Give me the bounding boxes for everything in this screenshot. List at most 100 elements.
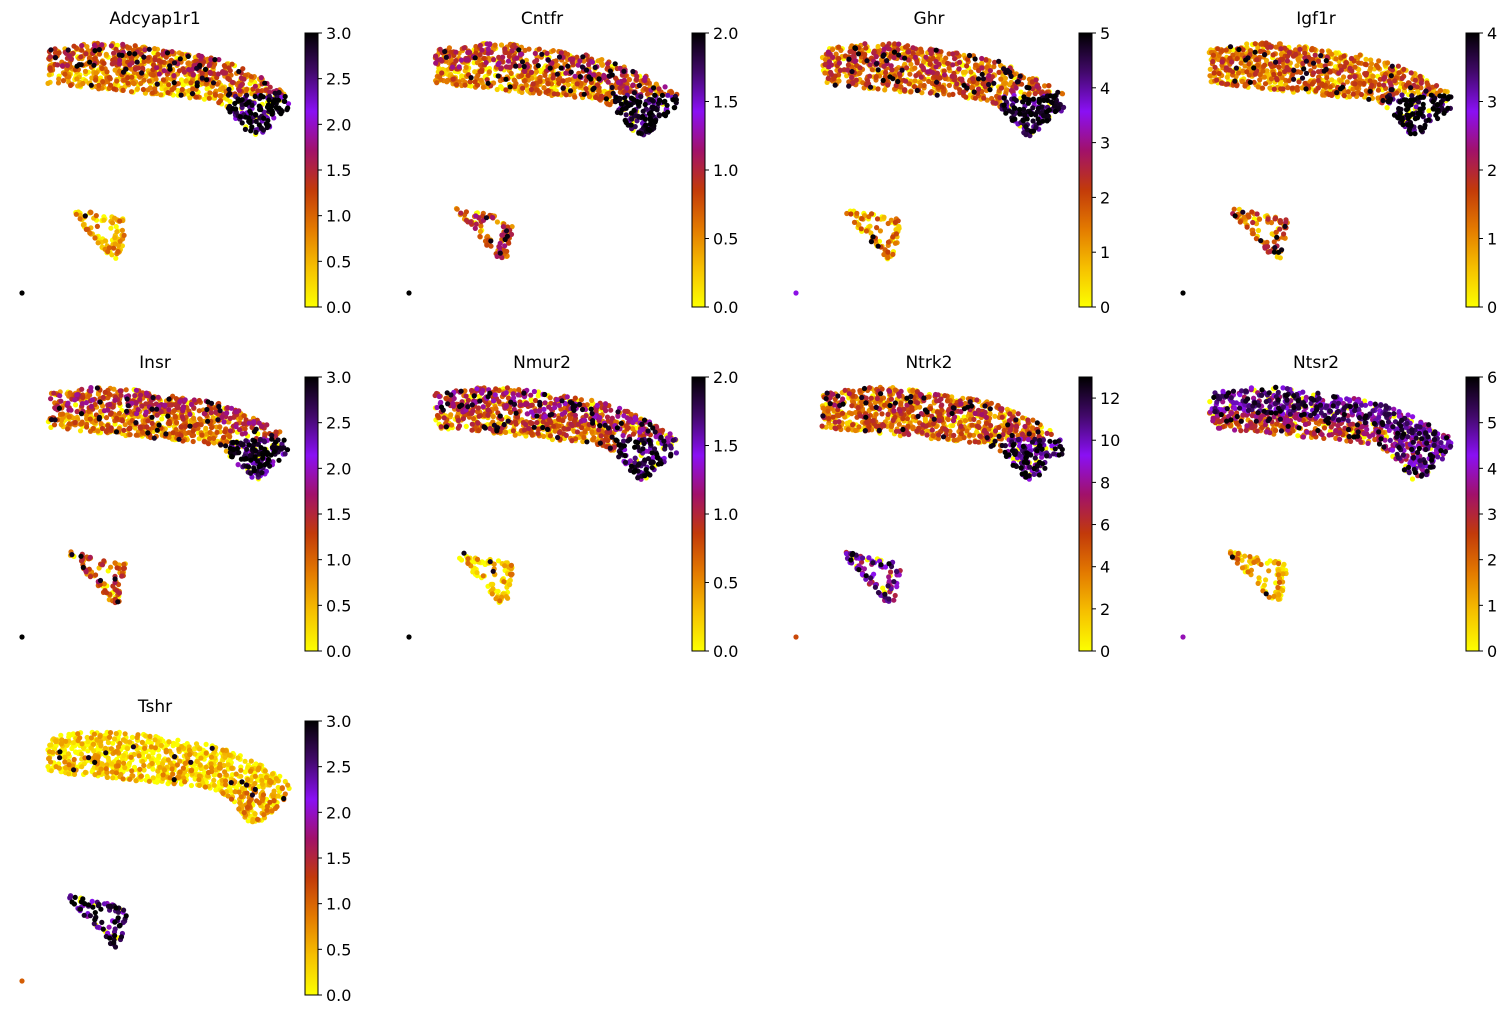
cell-point (1408, 70, 1414, 76)
cell-point (109, 252, 115, 258)
cell-point (1246, 214, 1252, 220)
expression-points (1180, 40, 1454, 296)
cell-point (652, 92, 658, 98)
cell-point (52, 50, 59, 56)
cell-point (537, 78, 543, 84)
cell-point (867, 73, 873, 79)
cell-point (66, 421, 72, 427)
cell-point (873, 61, 880, 67)
cell-point (197, 416, 203, 422)
cell-point (152, 46, 158, 52)
cell-point (78, 62, 84, 68)
cell-point (209, 425, 215, 431)
cell-point (1268, 76, 1275, 82)
cell-point (1259, 85, 1266, 91)
cell-point (1180, 290, 1186, 296)
cell-point (869, 67, 875, 73)
cell-point (891, 55, 897, 61)
cell-point (1430, 106, 1436, 112)
cell-point (1426, 113, 1432, 119)
cell-point (488, 238, 494, 244)
cell-point (252, 93, 258, 100)
cell-point (77, 428, 84, 434)
cell-point (164, 50, 171, 56)
cell-point (1002, 75, 1008, 81)
colorbar: 0.00.51.01.52.02.53.0 (304, 24, 351, 317)
cell-point (596, 76, 602, 82)
colorbar-tick-label: 2.0 (326, 115, 351, 134)
cell-point (507, 84, 513, 90)
cell-point (572, 94, 578, 100)
cell-point (526, 46, 532, 52)
cell-point (960, 89, 967, 95)
cell-point (987, 68, 993, 74)
cell-point (626, 77, 632, 83)
colorbar-tick-label: 0.5 (713, 230, 738, 249)
cell-point (1021, 94, 1027, 100)
cell-point (1357, 52, 1363, 58)
cell-point (123, 387, 129, 393)
cell-point (1252, 41, 1258, 47)
cell-point (96, 82, 102, 88)
cell-point (981, 95, 987, 101)
cell-point (201, 439, 207, 445)
cell-point (1270, 52, 1276, 58)
cell-point (453, 58, 459, 64)
cell-point (51, 422, 58, 428)
cell-point (145, 55, 151, 61)
cell-point (912, 78, 918, 84)
cell-point (227, 434, 233, 440)
cell-point (98, 421, 104, 427)
cell-point (1224, 74, 1230, 80)
panel-title: Igf1r (1296, 9, 1336, 29)
colorbar-tick-label: 3 (1487, 93, 1497, 112)
cell-point (1361, 80, 1367, 87)
cell-point (267, 84, 273, 90)
cell-point (869, 211, 875, 217)
cell-point (1318, 53, 1324, 59)
colorbar-tick-label: 1.0 (326, 207, 351, 226)
cell-point (1408, 85, 1414, 91)
cell-point (998, 76, 1004, 82)
cell-point (190, 428, 196, 434)
cell-point (111, 245, 117, 251)
cell-point (121, 427, 127, 433)
cell-point (899, 67, 905, 73)
cell-point (1229, 59, 1235, 65)
cell-point (945, 60, 951, 66)
cell-point (1400, 122, 1406, 128)
cell-point (858, 226, 864, 232)
cell-point (875, 86, 881, 92)
cell-point (1252, 49, 1258, 55)
cell-point (88, 82, 94, 88)
cell-point (547, 65, 553, 71)
cell-point (572, 73, 578, 79)
cell-point (48, 47, 54, 53)
cell-point (656, 86, 662, 92)
cell-point (103, 51, 109, 57)
cell-point (855, 51, 862, 57)
cell-point (141, 58, 147, 64)
cell-point (161, 68, 167, 74)
cell-point (1345, 89, 1351, 95)
cell-point (521, 78, 527, 84)
cell-point (856, 70, 862, 76)
cell-point (216, 100, 222, 106)
cell-point (979, 71, 985, 77)
cell-point (1433, 112, 1439, 118)
cell-point (1441, 110, 1447, 116)
cell-point (285, 101, 292, 107)
cell-point (630, 82, 636, 88)
cell-point (590, 86, 596, 92)
cell-point (1404, 106, 1411, 112)
cell-point (56, 76, 62, 82)
cell-point (609, 84, 615, 91)
cell-point (518, 73, 525, 79)
cell-point (1395, 63, 1401, 69)
cell-point (1049, 99, 1055, 106)
cell-point (94, 223, 100, 229)
cell-point (1251, 65, 1257, 71)
cell-point (238, 83, 244, 89)
cell-point (1284, 58, 1290, 64)
cell-point (272, 90, 278, 96)
